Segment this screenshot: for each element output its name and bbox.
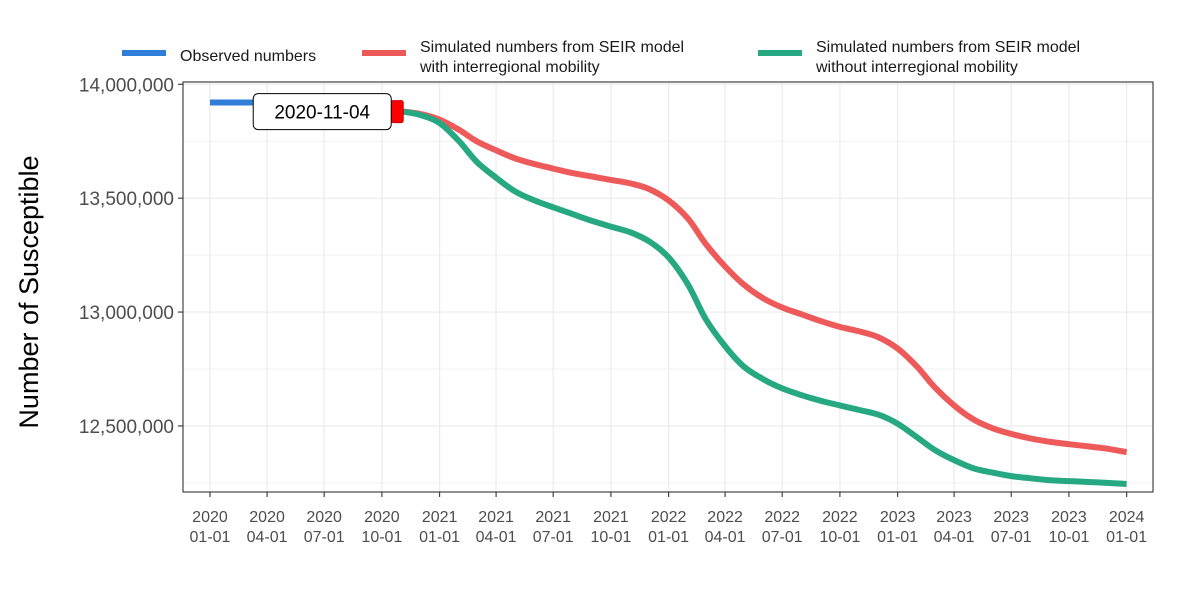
x-tick-label-monthday: 10-01 [1048,529,1089,546]
x-tick-label-monthday: 04-01 [476,529,517,546]
y-tick-label: 12,500,000 [79,417,174,438]
legend-label-line: Observed numbers [180,48,316,65]
x-tick-label-monthday: 01-01 [877,529,918,546]
x-tick-label-monthday: 07-01 [533,529,574,546]
x-tick-label-year: 2021 [422,509,458,526]
legend-label-line: Simulated numbers from SEIR model [420,39,684,56]
x-tick-label-monthday: 01-01 [648,529,689,546]
x-tick-label-monthday: 04-01 [934,529,975,546]
x-tick-label-year: 2022 [651,509,687,526]
x-tick-label-monthday: 10-01 [590,529,631,546]
y-tick-label: 14,000,000 [79,75,174,96]
x-tick-label-year: 2022 [707,509,743,526]
legend-item: Simulated numbers from SEIR model without… [758,39,1080,76]
x-tick-label-year: 2020 [192,509,228,526]
x-tick-label-monthday: 04-01 [247,529,288,546]
x-tick-label-year: 2021 [535,509,571,526]
callout-box [252,93,392,131]
x-tick-label-monthday: 01-01 [419,529,460,546]
plot-panel-border [182,81,1154,493]
x-tick-label-monthday: 10-01 [361,529,402,546]
legend-label-line: Simulated numbers from SEIR model [816,39,1080,56]
x-tick-label-monthday: 07-01 [991,529,1032,546]
x-tick-label-monthday: 04-01 [705,529,746,546]
x-tick-label-monthday: 07-01 [304,529,345,546]
chart-grid [183,82,1153,492]
x-tick-label-year: 2023 [936,509,972,526]
x-tick-label-year: 2024 [1109,509,1145,526]
chart-legend: Observed numbers Simulated numbers from S… [122,39,1080,76]
x-tick-label-year: 2022 [764,509,800,526]
legend-label-line: with interregional mobility [419,59,600,76]
legend-label: Simulated numbers from SEIR model without… [815,39,1080,76]
x-tick-label-year: 2020 [306,509,342,526]
x-tick-label-monthday: 07-01 [762,529,803,546]
x-tick-label-year: 2021 [593,509,629,526]
y-tick-label: 13,500,000 [79,189,174,210]
x-tick-label-year: 2021 [478,509,514,526]
x-axis: 2020 01-01 2020 04-01 2020 07-01 2020 10-01 2021… [190,492,1147,546]
x-tick-label-monthday: 01-01 [190,529,231,546]
x-tick-label-year: 2023 [1051,509,1087,526]
simulated-with-mobility-line [402,108,1128,456]
legend-item: Simulated numbers from SEIR model with in… [362,39,684,76]
x-tick-label-year: 2023 [880,509,916,526]
callout-label: 2020-11-04 [274,103,370,124]
legend-label-line: without interregional mobility [815,59,1018,76]
x-tick-label-year: 2020 [364,509,400,526]
y-axis: 12,500,000 13,000,000 13,500,000 14,000,000 [79,75,183,438]
callout-marker [390,100,404,124]
x-tick-label-year: 2022 [822,509,858,526]
y-tick-label: 13,000,000 [79,303,174,324]
x-tick-label-year: 2023 [993,509,1029,526]
y-axis-title: Number of Susceptible [14,155,44,428]
x-tick-label-year: 2020 [249,509,285,526]
date-callout: 2020-11-04 [252,93,404,131]
x-tick-label-monthday: 10-01 [819,529,860,546]
x-tick-label-monthday: 01-01 [1106,529,1147,546]
legend-label: Observed numbers [180,48,316,65]
legend-item: Observed numbers [122,48,316,65]
legend-label: Simulated numbers from SEIR model with in… [419,39,684,76]
simulated-without-mobility-line [402,108,1127,487]
